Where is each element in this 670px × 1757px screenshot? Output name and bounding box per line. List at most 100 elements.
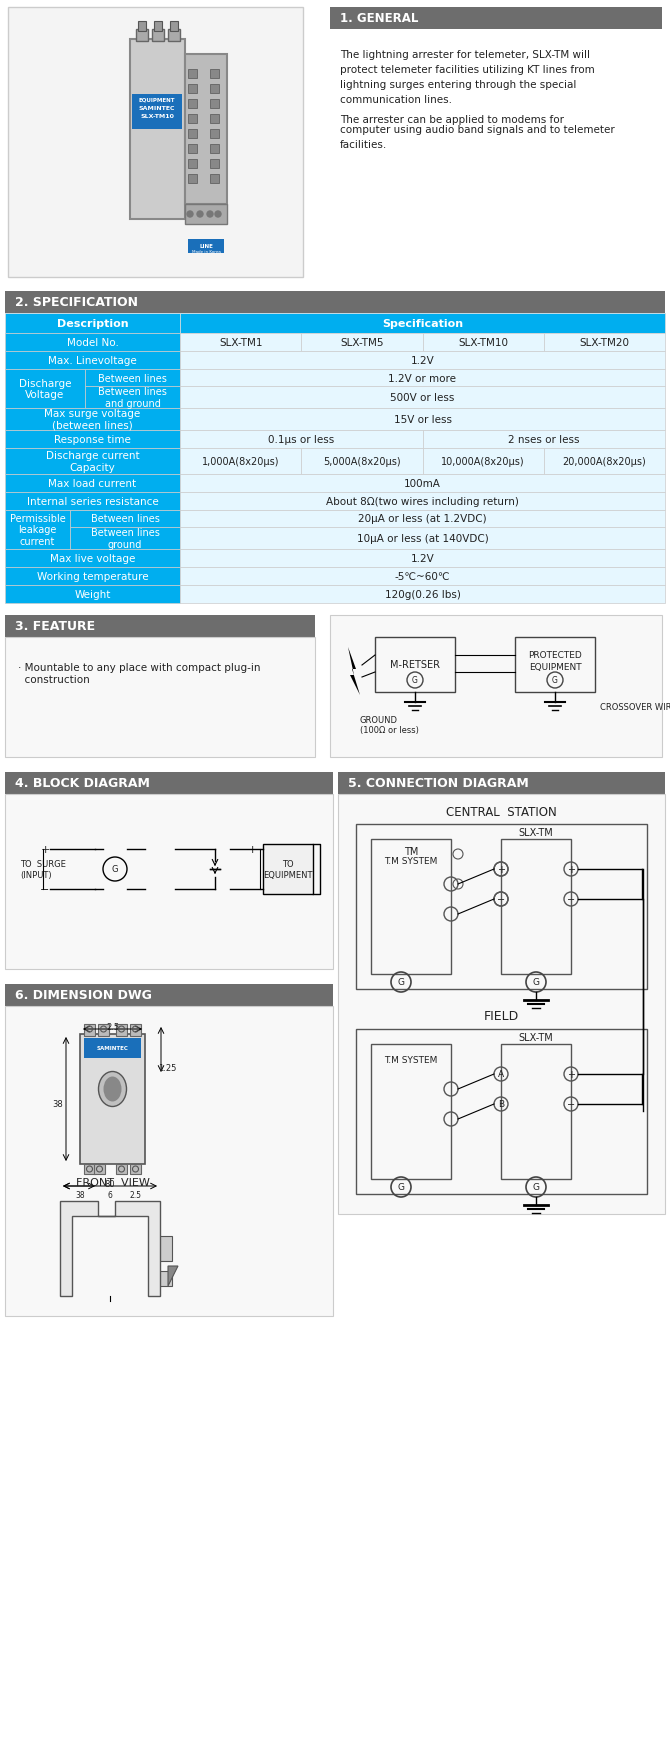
- Circle shape: [197, 213, 203, 218]
- Bar: [210, 100, 219, 109]
- Bar: [185, 206, 227, 225]
- Text: lightning surges entering through the special: lightning surges entering through the sp…: [340, 81, 576, 90]
- Text: Model No.: Model No.: [66, 337, 119, 348]
- Bar: [263, 845, 313, 894]
- Text: EQUIPMENT: EQUIPMENT: [139, 97, 176, 102]
- Bar: [423, 430, 665, 448]
- Bar: [338, 773, 665, 794]
- Bar: [423, 448, 544, 474]
- Bar: [423, 334, 544, 351]
- Text: SLX-TM1: SLX-TM1: [219, 337, 263, 348]
- Text: Discharge
Voltage: Discharge Voltage: [19, 378, 71, 401]
- Text: 20,000A(8x20μs): 20,000A(8x20μs): [563, 457, 647, 467]
- Text: 1.2V: 1.2V: [411, 553, 434, 564]
- Text: Internal series resistance: Internal series resistance: [27, 497, 158, 506]
- Ellipse shape: [98, 1072, 127, 1107]
- Text: Between lines: Between lines: [90, 515, 159, 524]
- Text: Made in Korea: Made in Korea: [192, 249, 220, 253]
- Bar: [132, 95, 182, 130]
- Bar: [180, 409, 665, 430]
- Text: G: G: [397, 979, 405, 987]
- Text: computer using audio band signals and to telemeter: computer using audio band signals and to…: [340, 125, 615, 135]
- Text: The arrester can be applied to modems for: The arrester can be applied to modems fo…: [340, 114, 564, 125]
- Text: 1.2V or more: 1.2V or more: [389, 372, 456, 383]
- Bar: [152, 1272, 172, 1286]
- Circle shape: [215, 213, 221, 218]
- Polygon shape: [168, 1267, 178, 1286]
- Text: Response time: Response time: [54, 434, 131, 445]
- Text: GROUND: GROUND: [360, 717, 398, 726]
- Text: SLX-TM20: SLX-TM20: [580, 337, 629, 348]
- Text: G: G: [533, 979, 539, 987]
- Bar: [188, 144, 197, 155]
- Text: SAMINTEC: SAMINTEC: [96, 1045, 129, 1051]
- Text: 20μA or less (at 1.2VDC): 20μA or less (at 1.2VDC): [358, 515, 487, 524]
- Text: G: G: [112, 864, 118, 873]
- Text: B: B: [498, 1100, 504, 1109]
- Bar: [130, 1024, 141, 1037]
- Text: 120g(0.26 lbs): 120g(0.26 lbs): [385, 590, 460, 599]
- Bar: [188, 84, 197, 93]
- Text: +: +: [567, 864, 575, 875]
- Bar: [5, 409, 180, 430]
- Text: −: −: [247, 884, 257, 894]
- Bar: [180, 511, 665, 527]
- Text: TO
EQUIPMENT: TO EQUIPMENT: [263, 859, 313, 878]
- Bar: [180, 527, 665, 550]
- Text: 2. SPECIFICATION: 2. SPECIFICATION: [15, 297, 138, 309]
- Text: 5,000A(8x20μs): 5,000A(8x20μs): [323, 457, 401, 467]
- Bar: [544, 448, 665, 474]
- Bar: [116, 1165, 127, 1174]
- Text: · Mountable to any place with compact plug-in
  construction: · Mountable to any place with compact pl…: [18, 662, 261, 683]
- Text: PROTECTED: PROTECTED: [528, 652, 582, 661]
- Bar: [116, 1024, 127, 1037]
- Text: Description: Description: [57, 318, 129, 329]
- Bar: [180, 387, 665, 409]
- Text: About 8Ω(two wires including return): About 8Ω(two wires including return): [326, 497, 519, 506]
- Bar: [356, 824, 647, 989]
- Text: 500V or less: 500V or less: [391, 394, 455, 402]
- Bar: [5, 492, 180, 511]
- Text: 3. FEATURE: 3. FEATURE: [15, 620, 95, 633]
- Text: communication lines.: communication lines.: [340, 95, 452, 105]
- Bar: [84, 1165, 95, 1174]
- Text: LINE: LINE: [199, 244, 213, 249]
- Text: Max load current: Max load current: [48, 478, 137, 488]
- Text: Discharge current
Capacity: Discharge current Capacity: [46, 452, 139, 473]
- Text: A: A: [498, 1070, 504, 1079]
- Text: 1.2V: 1.2V: [411, 357, 434, 365]
- Text: G: G: [552, 676, 558, 685]
- Bar: [356, 1030, 647, 1195]
- Bar: [188, 114, 197, 125]
- Bar: [154, 23, 162, 32]
- Bar: [188, 160, 197, 169]
- Text: 15V or less: 15V or less: [393, 415, 452, 425]
- Bar: [98, 1024, 109, 1037]
- Text: TO  SURGE
(INPUT): TO SURGE (INPUT): [20, 859, 66, 878]
- Bar: [84, 1038, 141, 1058]
- Text: −: −: [567, 1100, 575, 1109]
- Bar: [210, 114, 219, 125]
- Text: Weight: Weight: [74, 590, 111, 599]
- Bar: [5, 334, 180, 351]
- Text: Between lines: Between lines: [98, 372, 167, 383]
- Bar: [80, 1035, 145, 1165]
- Bar: [180, 492, 665, 511]
- Text: SLX-TM: SLX-TM: [519, 1033, 553, 1042]
- Bar: [8, 9, 303, 278]
- Bar: [5, 292, 665, 315]
- Text: M-RETSER: M-RETSER: [390, 661, 440, 669]
- Bar: [375, 638, 455, 692]
- Bar: [5, 351, 180, 369]
- Bar: [5, 638, 315, 757]
- Bar: [180, 448, 302, 474]
- Text: +: +: [247, 845, 257, 854]
- Text: 38: 38: [53, 1100, 64, 1109]
- Text: -5℃~60℃: -5℃~60℃: [395, 571, 450, 582]
- Text: (100Ω or less): (100Ω or less): [360, 726, 419, 734]
- Bar: [210, 130, 219, 139]
- Text: TM: TM: [404, 847, 418, 856]
- Text: 2.5: 2.5: [129, 1191, 141, 1200]
- Text: G: G: [397, 1182, 405, 1191]
- Bar: [94, 1165, 105, 1174]
